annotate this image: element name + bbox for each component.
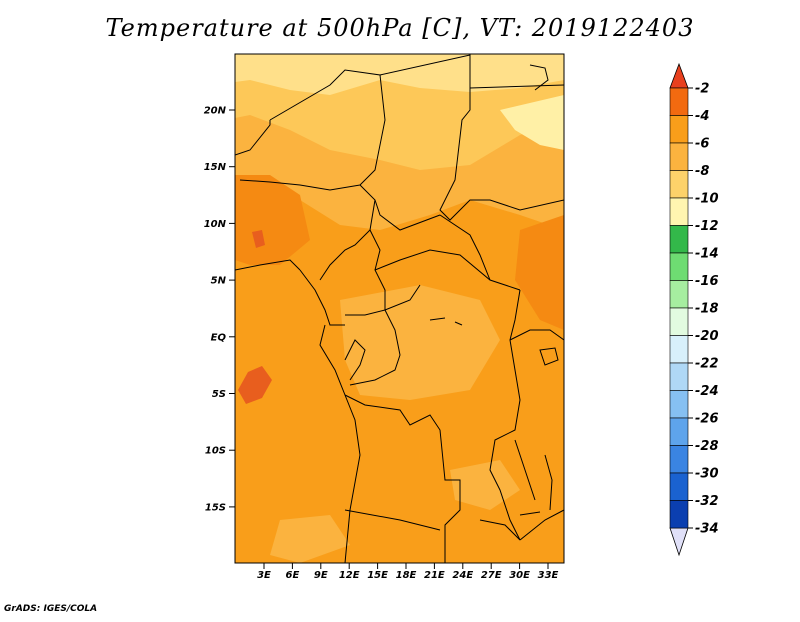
- lon-tick-label: 27E: [481, 570, 502, 581]
- colorbar-label: -4: [695, 109, 709, 124]
- colorbar-label: -12: [695, 219, 719, 234]
- coastline: [529, 64, 549, 91]
- colorbar-label: -8: [695, 164, 709, 179]
- colorbar-label: -14: [695, 247, 719, 262]
- lon-tick-label: 30E: [509, 570, 530, 581]
- colorbar-label: -16: [695, 274, 719, 289]
- colorbar-segment: [669, 280, 689, 309]
- border-line: [479, 519, 521, 541]
- colorbar-segment: [669, 500, 689, 529]
- lat-tick-label: 5N: [211, 276, 227, 287]
- lon-tick-label: 21E: [424, 570, 445, 581]
- colorbar-segment: [669, 362, 689, 391]
- lat-tick-label: 5S: [212, 389, 226, 400]
- colorbar-label: -10: [695, 192, 719, 207]
- lat-tick-label: 10N: [204, 219, 227, 230]
- colorbar-segment: [669, 417, 689, 446]
- lon-tick-label: 33E: [538, 570, 559, 581]
- colorbar-segment: [669, 335, 689, 364]
- colorbar-segment: [669, 142, 689, 171]
- border-line: [469, 84, 564, 89]
- colorbar-label: -32: [695, 494, 719, 509]
- lake: [514, 439, 536, 501]
- border-line: [439, 214, 491, 281]
- colorbar-label: -20: [695, 329, 719, 344]
- country-borders: [235, 54, 564, 563]
- colorbar-bottom-triangle: [669, 527, 689, 557]
- colorbar-label: -18: [695, 302, 719, 317]
- border-line: [344, 509, 441, 531]
- border-line: [489, 289, 521, 541]
- lon-tick-label: 18E: [396, 570, 417, 581]
- colorbar: -2 -4 -6 -8 -10 -12 -14 -16 -18 -20 -22 -24 -26 -28 -3…: [669, 62, 719, 557]
- lake: [544, 454, 553, 511]
- field-spot-red-sw: [238, 366, 272, 404]
- border-line: [344, 394, 461, 563]
- colorbar-segment: [669, 115, 689, 144]
- temperature-field: [235, 54, 564, 563]
- lat-tick-label: 10S: [205, 446, 226, 457]
- colorbar-segment: [669, 170, 689, 199]
- lat-tick-label: 15N: [204, 162, 227, 173]
- colorbar-label: -28: [695, 439, 719, 454]
- field-patch-south-light: [270, 515, 350, 563]
- map-title: Temperature at 500hPa [C], VT: 201912240…: [105, 14, 695, 42]
- colorbar-segment: [669, 252, 689, 281]
- coastline: [299, 269, 345, 326]
- border-line: [239, 179, 361, 191]
- lat-tick-label: EQ: [211, 332, 227, 343]
- colorbar-segment: [669, 307, 689, 336]
- map-frame: [234, 53, 565, 564]
- coastline: [235, 259, 301, 271]
- lon-tick-label: 12E: [339, 570, 360, 581]
- border-line: [374, 199, 441, 231]
- colorbar-segment: [669, 445, 689, 474]
- colorbar-label: -30: [695, 467, 719, 482]
- lake-shore: [509, 329, 564, 341]
- colorbar-segment: [669, 87, 689, 116]
- colorbar-segment: [669, 472, 689, 501]
- lat-tick-label: 20N: [204, 106, 227, 117]
- border-line: [349, 309, 401, 386]
- colorbar-segment: [669, 197, 689, 226]
- colorbar-label: -34: [695, 522, 719, 537]
- colorbar-segment: [669, 390, 689, 419]
- credit-label: GrADS: IGES/COLA: [4, 604, 98, 614]
- field-patch-central: [340, 285, 500, 400]
- lon-tick-label: 24E: [452, 570, 473, 581]
- lat-tick-label: 15S: [205, 502, 226, 513]
- longitude-axis: 3E 6E 9E 12E 15E 18E 21E 24E 27E 30E 33E: [257, 563, 559, 581]
- border-line: [379, 54, 564, 221]
- field-patch-west-dark: [235, 175, 310, 265]
- colorbar-top-triangle: [669, 62, 689, 89]
- lake: [519, 511, 541, 516]
- field-spot-red-nw: [252, 230, 265, 248]
- field-band-light-yellow: [235, 54, 564, 95]
- coastline: [319, 324, 361, 563]
- lon-tick-label: 15E: [367, 570, 388, 581]
- colorbar-label: -2: [695, 82, 709, 97]
- lon-tick-label: 9E: [314, 570, 328, 581]
- border-line: [344, 339, 366, 381]
- river-line: [429, 317, 463, 326]
- colorbar-label: -22: [695, 357, 719, 372]
- colorbar-label: -26: [695, 412, 719, 427]
- field-patch-pale-yellow: [500, 95, 564, 150]
- lon-tick-label: 6E: [286, 570, 300, 581]
- field-patch-east-dark: [515, 215, 564, 330]
- colorbar-label: -24: [695, 384, 719, 399]
- border-line: [235, 120, 271, 156]
- colorbar-label: -6: [695, 137, 709, 152]
- colorbar-segment: [669, 225, 689, 254]
- lon-tick-label: 3E: [257, 570, 271, 581]
- border-line: [519, 509, 564, 541]
- latitude-axis: 20N 15N 10N 5N EQ 5S 10S 15S: [204, 106, 235, 513]
- lake: [539, 347, 559, 366]
- border-line: [374, 249, 521, 291]
